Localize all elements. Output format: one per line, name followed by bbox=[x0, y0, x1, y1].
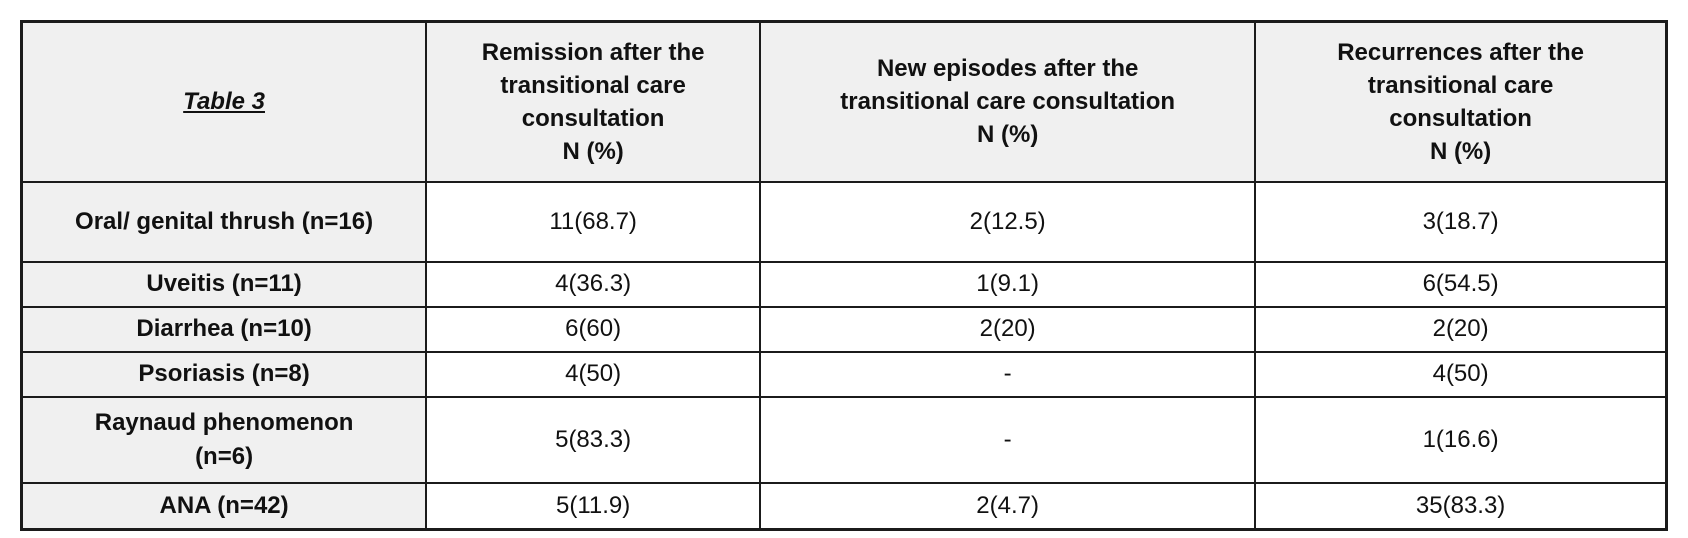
table-header-row: Table 3 Remission after the transitional… bbox=[20, 20, 1668, 183]
column-header-remission: Remission after the transitional care co… bbox=[425, 20, 762, 183]
cell-oral-genital-thrush-remission: 11(68.7) bbox=[425, 180, 762, 263]
table-3: Table 3 Remission after the transitional… bbox=[20, 20, 1668, 531]
cell-uveitis-new-episodes: 1(9.1) bbox=[759, 260, 1257, 308]
cell-uveitis-remission: 4(36.3) bbox=[425, 260, 762, 308]
cell-psoriasis-remission: 4(50) bbox=[425, 350, 762, 398]
cell-psoriasis-recurrences: 4(50) bbox=[1254, 350, 1668, 398]
cell-oral-genital-thrush-new-episodes: 2(12.5) bbox=[759, 180, 1257, 263]
cell-ana-remission: 5(11.9) bbox=[425, 481, 762, 531]
row-label-diarrhea: Diarrhea (n=10) bbox=[20, 305, 428, 353]
cell-oral-genital-thrush-recurrences: 3(18.7) bbox=[1254, 180, 1668, 263]
cell-ana-recurrences: 35(83.3) bbox=[1254, 481, 1668, 531]
cell-diarrhea-new-episodes: 2(20) bbox=[759, 305, 1257, 353]
column-header-new-episodes: New episodes after the transitional care… bbox=[759, 20, 1257, 183]
table-row-raynaud-phenomenon: Raynaud phenomenon (n=6) 5(83.3) - 1(16.… bbox=[20, 395, 1668, 484]
cell-raynaud-phenomenon-new-episodes: - bbox=[759, 395, 1257, 484]
cell-diarrhea-remission: 6(60) bbox=[425, 305, 762, 353]
cell-uveitis-recurrences: 6(54.5) bbox=[1254, 260, 1668, 308]
row-label-uveitis: Uveitis (n=11) bbox=[20, 260, 428, 308]
cell-diarrhea-recurrences: 2(20) bbox=[1254, 305, 1668, 353]
row-label-psoriasis: Psoriasis (n=8) bbox=[20, 350, 428, 398]
row-label-raynaud-phenomenon: Raynaud phenomenon (n=6) bbox=[20, 395, 428, 484]
row-label-ana: ANA (n=42) bbox=[20, 481, 428, 531]
table-row-diarrhea: Diarrhea (n=10) 6(60) 2(20) 2(20) bbox=[20, 305, 1668, 353]
table-title-cell: Table 3 bbox=[20, 20, 428, 183]
cell-raynaud-phenomenon-remission: 5(83.3) bbox=[425, 395, 762, 484]
table-3-container: Table 3 Remission after the transitional… bbox=[20, 20, 1668, 531]
table-row-ana: ANA (n=42) 5(11.9) 2(4.7) 35(83.3) bbox=[20, 481, 1668, 531]
cell-psoriasis-new-episodes: - bbox=[759, 350, 1257, 398]
table-title: Table 3 bbox=[183, 88, 265, 116]
table-row-uveitis: Uveitis (n=11) 4(36.3) 1(9.1) 6(54.5) bbox=[20, 260, 1668, 308]
cell-raynaud-phenomenon-recurrences: 1(16.6) bbox=[1254, 395, 1668, 484]
table-row-oral-genital-thrush: Oral/ genital thrush (n=16) 11(68.7) 2(1… bbox=[20, 180, 1668, 263]
column-header-recurrences: Recurrences after the transitional care … bbox=[1254, 20, 1668, 183]
table-row-psoriasis: Psoriasis (n=8) 4(50) - 4(50) bbox=[20, 350, 1668, 398]
cell-ana-new-episodes: 2(4.7) bbox=[759, 481, 1257, 531]
row-label-oral-genital-thrush: Oral/ genital thrush (n=16) bbox=[20, 180, 428, 263]
